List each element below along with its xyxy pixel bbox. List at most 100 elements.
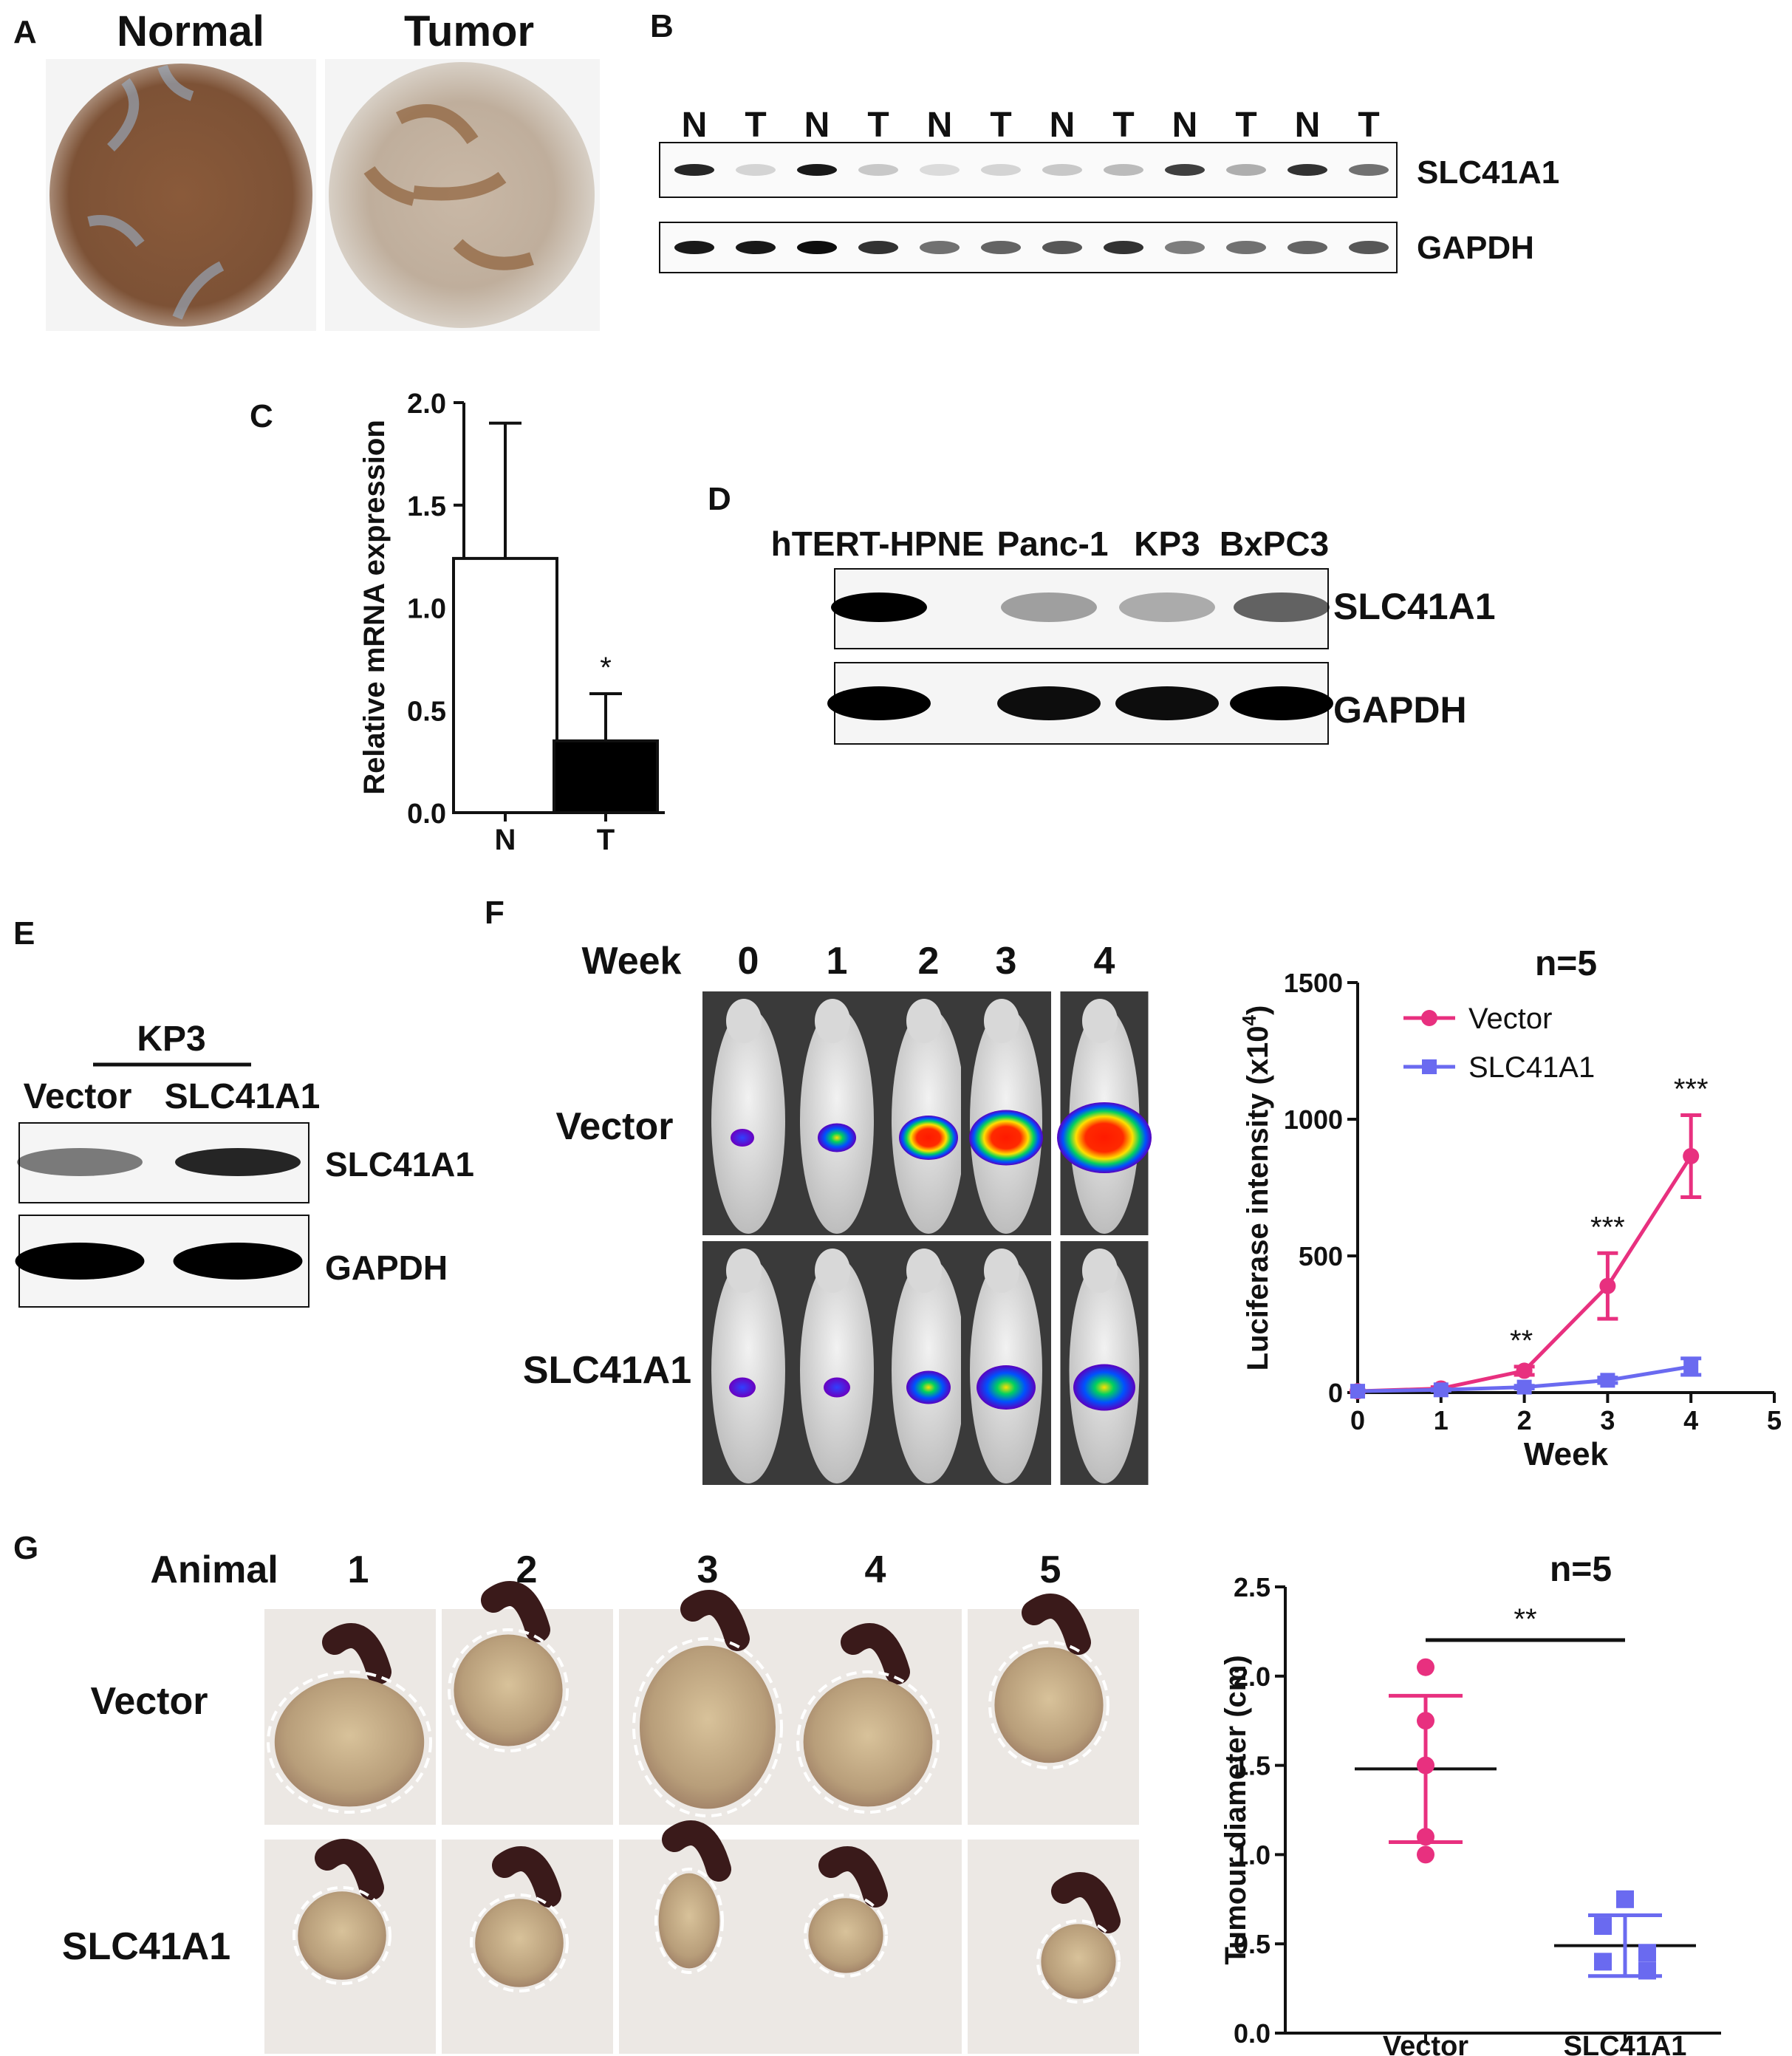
- mouse-body: [711, 1008, 785, 1234]
- animal-header: 4: [865, 1548, 886, 1591]
- blot-b-band-gapdh: [981, 241, 1021, 254]
- g-point: [1594, 1917, 1612, 1936]
- g-point: [1417, 1756, 1434, 1775]
- blot-b-band-slc41a1: [1226, 164, 1266, 176]
- g-point: [1417, 1845, 1434, 1864]
- normal-label: Normal: [117, 7, 264, 55]
- blot-e-band-gapdh: [15, 1243, 145, 1280]
- f-legend-label: SLC41A1: [1468, 1051, 1595, 1084]
- animal-header: 1: [348, 1548, 369, 1591]
- blot-b-band-gapdh: [1349, 241, 1389, 254]
- blot-b-lane-label: T: [1235, 106, 1256, 145]
- blot-e-row-gapdh: GAPDH: [325, 1249, 448, 1287]
- spleen: [481, 1581, 550, 1642]
- tumour-outline: [654, 1868, 724, 1974]
- chart-g: 0.0 0.5 1.0 1.5 2.0 2.5 Vector SLC41A1 n=5 Tumour…: [1220, 1550, 1721, 2056]
- c-x-tick-label: T: [597, 824, 615, 856]
- f-y-tick-label: 1000: [1284, 1104, 1343, 1135]
- spleen: [1051, 1872, 1121, 1933]
- blot-b-band-gapdh: [1287, 241, 1327, 254]
- mouse-head: [1082, 999, 1118, 1043]
- spleen: [1022, 1594, 1091, 1655]
- blot-d-lane-labels: hTERT-HPNE Panc-1 KP3 BxPC3: [771, 525, 1330, 563]
- g-y-tick-label: 2.5: [1234, 1572, 1271, 1602]
- week-headers: 0 1 2 3 4: [738, 940, 1115, 983]
- blot-d-row-slc41a1: SLC41A1: [1333, 586, 1496, 627]
- week-header: 1: [827, 940, 848, 983]
- tumour-outline: [267, 1670, 432, 1814]
- blot-d-band-gapdh: [1230, 686, 1333, 720]
- blot-b-lane-label: T: [1358, 106, 1379, 145]
- f-y-axis-label: Luciferase intensity (x104): [1238, 1005, 1274, 1371]
- c-y-tick-label: 1.0: [407, 594, 446, 625]
- spleen: [818, 1846, 888, 1908]
- tumour-outline: [470, 1893, 569, 1992]
- blot-b-band-slc41a1: [797, 164, 837, 176]
- blot-b-slc41a1: [659, 142, 1398, 198]
- g-x-tick-label: SLC41A1: [1564, 2031, 1687, 2056]
- f-point: [1683, 1147, 1700, 1164]
- c-bar: [452, 556, 558, 815]
- spleen: [662, 1820, 731, 1882]
- blot-d-band-gapdh: [997, 686, 1101, 720]
- f-legend-label: Vector: [1468, 1003, 1552, 1035]
- panel-c-letter: C: [250, 398, 273, 434]
- mouse-head: [1082, 1249, 1118, 1293]
- luciferase-signal: [731, 1129, 754, 1147]
- blot-b-row-slc41a1: SLC41A1: [1417, 154, 1559, 191]
- blot-b-band-slc41a1: [1042, 164, 1082, 176]
- blot-b-band-gapdh: [1165, 241, 1205, 254]
- bioluminescence-images: [702, 991, 1152, 1485]
- panel-f-letter: F: [485, 895, 505, 931]
- f-x-tick-label: 5: [1767, 1405, 1782, 1435]
- blot-e-row-slc41a1: SLC41A1: [325, 1145, 474, 1184]
- luciferase-signal: [899, 1116, 958, 1160]
- tumour-outline: [988, 1641, 1109, 1769]
- panel-a-letter: A: [13, 14, 37, 50]
- animal-label: Animal: [150, 1548, 278, 1591]
- blot-b-band-slc41a1: [1349, 164, 1389, 176]
- tumour-tissue: [1041, 1924, 1116, 1999]
- f-y-tick-label: 500: [1299, 1241, 1343, 1271]
- f-point: [1516, 1379, 1532, 1395]
- blot-b-band-slc41a1: [858, 164, 898, 176]
- mouse-head: [726, 1249, 762, 1293]
- g-point: [1638, 1944, 1656, 1962]
- blot-b-lane-label: T: [1112, 106, 1134, 145]
- blot-d-lane-label: BxPC3: [1220, 525, 1329, 563]
- blot-b-lane-label: T: [745, 106, 766, 145]
- c-y-tick-label: 1.5: [407, 491, 446, 522]
- luciferase-signal: [729, 1377, 756, 1398]
- luciferase-signal: [969, 1110, 1043, 1166]
- ihc-tumor-image: [325, 59, 600, 331]
- blot-b-band-gapdh: [797, 241, 837, 254]
- blot-b-band-slc41a1: [1287, 164, 1327, 176]
- tumour-tissue: [475, 1899, 564, 1987]
- g-point: [1594, 1953, 1612, 1971]
- luciferase-signal: [977, 1365, 1036, 1410]
- tumour-outline: [632, 1637, 783, 1817]
- blot-b-band-gapdh: [674, 241, 714, 254]
- f-point: [1683, 1359, 1699, 1374]
- panel-e-letter: E: [13, 915, 35, 952]
- blot-b-band-slc41a1: [736, 164, 776, 176]
- f-point: [1433, 1382, 1449, 1398]
- tumour-outline: [293, 1886, 391, 1985]
- f-point: [1516, 1362, 1533, 1379]
- chart-c: 0.0 0.5 1.0 1.5 2.0 N T * Relative mRNA expressi…: [358, 389, 665, 856]
- spleen: [492, 1846, 561, 1908]
- c-bar: [553, 739, 659, 814]
- spleen: [841, 1623, 910, 1684]
- panel-g-letter: G: [13, 1530, 38, 1566]
- blot-d-band-slc41a1: [831, 592, 927, 622]
- g-row-label-slc41a1: SLC41A1: [62, 1925, 230, 1968]
- panel-d-letter: D: [708, 481, 731, 517]
- blot-b-lane-label: N: [682, 106, 708, 145]
- tumour-tissue: [274, 1677, 425, 1807]
- blot-e-band-slc41a1: [175, 1148, 301, 1176]
- mouse-head: [984, 1249, 1019, 1293]
- blot-b-band-slc41a1: [920, 164, 960, 176]
